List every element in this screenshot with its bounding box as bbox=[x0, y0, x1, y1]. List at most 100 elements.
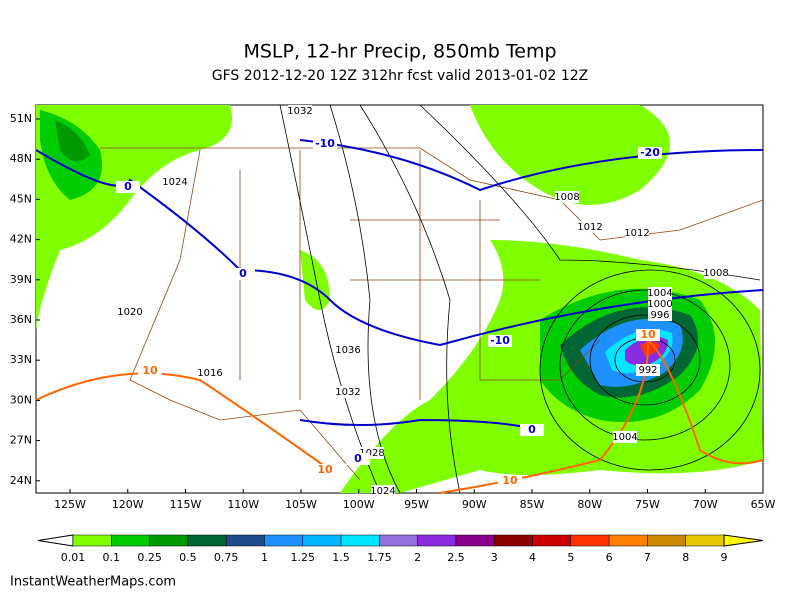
legend-box bbox=[264, 534, 304, 547]
label-bg bbox=[163, 176, 187, 188]
lon-label: 85W bbox=[520, 498, 545, 511]
legend-label: 6 bbox=[606, 551, 613, 564]
contour-label: 1036 bbox=[335, 345, 360, 356]
legend-arrow-left bbox=[37, 534, 74, 547]
label-bg bbox=[488, 335, 512, 347]
label-bg bbox=[313, 464, 337, 476]
contour-label: 10 bbox=[142, 364, 158, 377]
legend-label: 0.1 bbox=[103, 551, 121, 564]
label-bg bbox=[648, 298, 672, 310]
label-bg bbox=[118, 306, 142, 318]
lon-label: 80W bbox=[577, 498, 602, 511]
label-bg bbox=[198, 367, 222, 379]
contour-label: 0 bbox=[528, 423, 536, 436]
lat-label: 51N bbox=[10, 112, 32, 125]
label-bg bbox=[578, 221, 602, 233]
label-bg bbox=[625, 227, 649, 239]
lon-label: 115W bbox=[170, 498, 202, 511]
legend-label: 1.25 bbox=[291, 551, 316, 564]
lat-label: 33N bbox=[10, 353, 32, 366]
label-bg bbox=[498, 475, 522, 487]
precip-areas bbox=[36, 105, 763, 493]
label-bg bbox=[648, 309, 672, 321]
label-bg bbox=[231, 268, 255, 280]
legend-box bbox=[685, 534, 725, 547]
legend-label: 1.75 bbox=[367, 551, 392, 564]
lat-label: 27N bbox=[10, 434, 32, 447]
legend-box bbox=[187, 534, 227, 547]
lon-label: 105W bbox=[285, 498, 317, 511]
label-bg bbox=[371, 485, 395, 497]
lon-label: 65W bbox=[751, 498, 776, 511]
legend-box bbox=[149, 534, 189, 547]
legend-box bbox=[608, 534, 648, 547]
legend-box bbox=[302, 534, 342, 547]
isotherms-blue bbox=[35, 139, 764, 431]
contour-label: 10 bbox=[640, 328, 656, 341]
contour-label: 1000 bbox=[647, 299, 672, 310]
label-bg bbox=[704, 267, 728, 279]
label-bg bbox=[336, 386, 360, 398]
lat-label: 36N bbox=[10, 313, 32, 326]
lon-label: 110W bbox=[227, 498, 259, 511]
contour-label: 0 bbox=[239, 267, 247, 280]
legend-box bbox=[379, 534, 418, 547]
contour-label: 1024 bbox=[162, 177, 187, 188]
lat-label: 45N bbox=[10, 192, 32, 205]
title: MSLP, 12-hr Precip, 850mb Temp bbox=[243, 41, 556, 63]
contour-label: 1012 bbox=[577, 222, 602, 233]
credit: InstantWeatherMaps.com bbox=[10, 575, 176, 590]
legend-box bbox=[532, 534, 572, 547]
lon-label: 70W bbox=[693, 498, 718, 511]
contour-label: 0 bbox=[354, 452, 362, 465]
contour-label: 10 bbox=[317, 463, 333, 476]
legend-box bbox=[72, 534, 112, 547]
contour-label: 1024 bbox=[370, 486, 395, 497]
contour-label: 1008 bbox=[554, 192, 579, 203]
label-bg bbox=[648, 287, 672, 299]
legend-label: 0.01 bbox=[61, 551, 86, 564]
contour-label: 1008 bbox=[703, 268, 728, 279]
contour-label: -10 bbox=[315, 137, 335, 150]
legend-label: 7 bbox=[644, 551, 651, 564]
legend-label: 1 bbox=[261, 551, 268, 564]
legend-label: 4 bbox=[529, 551, 536, 564]
contour-label: 10 bbox=[502, 474, 518, 487]
contour-label: 992 bbox=[638, 365, 657, 376]
label-bg bbox=[555, 191, 579, 203]
lon-label: 100W bbox=[343, 498, 375, 511]
lon-label: 120W bbox=[112, 498, 144, 511]
legend-label: 0.75 bbox=[214, 551, 239, 564]
contour-label: -20 bbox=[640, 146, 660, 159]
isotherms-orange bbox=[35, 337, 764, 494]
label-bg bbox=[336, 344, 360, 356]
label-bg bbox=[520, 424, 544, 436]
lon-label: 125W bbox=[54, 498, 86, 511]
legend-label: 1.5 bbox=[332, 551, 350, 564]
legend-box bbox=[111, 534, 150, 547]
legend-label: 8 bbox=[682, 551, 689, 564]
contour-label: 1032 bbox=[287, 106, 312, 117]
contour-label: 1012 bbox=[624, 228, 649, 239]
label-bg bbox=[636, 364, 660, 376]
legend-label: 0.5 bbox=[179, 551, 197, 564]
subtitle: GFS 2012-12-20 12Z 312hr fcst valid 2013… bbox=[212, 68, 589, 84]
contour-label: 1020 bbox=[117, 307, 142, 318]
contour-label: 1004 bbox=[612, 432, 637, 443]
label-bg bbox=[116, 181, 140, 193]
legend-box bbox=[493, 534, 533, 547]
lon-label: 90W bbox=[462, 498, 487, 511]
contour-label: 996 bbox=[650, 310, 669, 321]
legend-label: 5 bbox=[567, 551, 574, 564]
label-bg bbox=[313, 138, 337, 150]
legend-label: 2 bbox=[414, 551, 421, 564]
contour-label: -10 bbox=[490, 334, 510, 347]
contour-label: 1028 bbox=[359, 448, 384, 459]
legend-label: 2.5 bbox=[447, 551, 465, 564]
label-bg bbox=[636, 329, 660, 341]
lat-label: 30N bbox=[10, 393, 32, 406]
contour-label: 0 bbox=[124, 180, 132, 193]
lat-label: 24N bbox=[10, 474, 32, 487]
label-bg bbox=[138, 365, 162, 377]
